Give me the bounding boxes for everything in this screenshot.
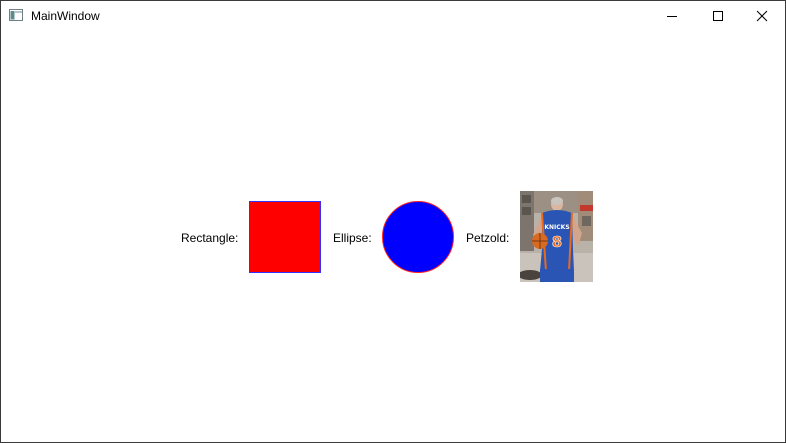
blue-ellipse — [382, 201, 454, 273]
ellipse-label: Ellipse: — [333, 231, 372, 245]
jersey-text: KNICKS — [544, 224, 569, 231]
close-icon — [756, 10, 768, 22]
window-content: Rectangle: Ellipse: Petzold: — [1, 31, 785, 442]
maximize-icon — [713, 11, 723, 21]
minimize-icon — [667, 16, 677, 17]
rectangle-label: Rectangle: — [181, 231, 239, 245]
petzold-photo: KNICKS 8 — [520, 191, 593, 282]
jersey-number: 8 — [552, 233, 562, 251]
app-window-icon — [9, 9, 23, 21]
red-rectangle — [249, 201, 321, 273]
petzold-label: Petzold: — [466, 231, 510, 245]
close-button[interactable] — [739, 1, 785, 31]
minimize-button[interactable] — [649, 1, 695, 31]
title-bar[interactable]: MainWindow — [1, 1, 785, 31]
window-title: MainWindow — [31, 9, 100, 23]
maximize-button[interactable] — [695, 1, 741, 31]
